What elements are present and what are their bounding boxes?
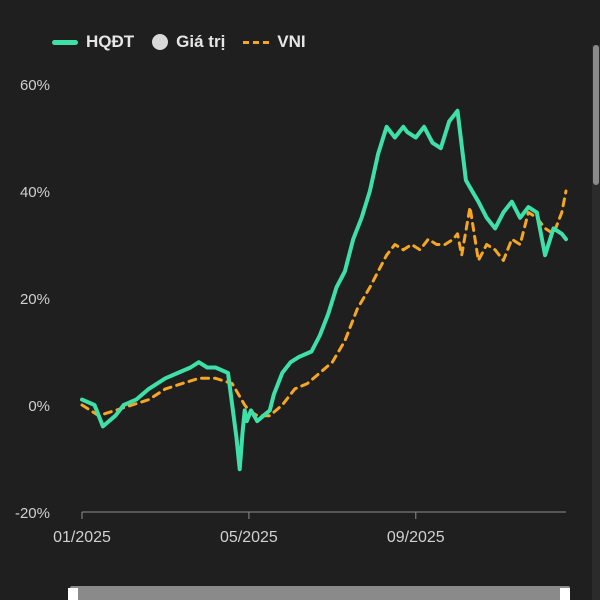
x-tick-label: 05/2025 [220, 529, 278, 546]
y-tick-label: 40% [20, 184, 50, 201]
performance-chart: 60% 40% 20% 0% -20%01/2025 05/2025 09/2025 [15, 77, 568, 546]
series-line-hqdt [80, 108, 568, 472]
x-tick-label: 09/2025 [387, 529, 445, 546]
legend-item-value[interactable]: Giá trị [152, 32, 225, 52]
vni-swatch [243, 40, 270, 44]
y-tick-label: 60% [20, 77, 50, 94]
y-tick-label: 20% [20, 291, 50, 308]
value-swatch [152, 34, 169, 50]
scrollbar-track[interactable] [592, 45, 600, 600]
scrollbar-thumb[interactable] [593, 45, 599, 185]
legend-label-value: Giá trị [176, 32, 226, 51]
y-tick-label: 0% [28, 398, 50, 415]
legend-label-vni: VNI [277, 32, 306, 51]
chart-legend: HQĐT Giá trị VNI [52, 30, 306, 54]
range-handle-right[interactable] [560, 588, 570, 600]
series-line-vni [80, 189, 568, 418]
range-navigator[interactable] [70, 586, 570, 600]
range-handle-left[interactable] [68, 588, 78, 600]
y-tick-label: -20% [15, 505, 50, 522]
x-tick-label: 01/2025 [53, 529, 111, 546]
legend-label-hqdt: HQĐT [86, 32, 135, 51]
legend-item-vni[interactable]: VNI [243, 32, 306, 52]
legend-item-hqdt[interactable]: HQĐT [52, 32, 134, 52]
hqdt-swatch [52, 39, 78, 45]
